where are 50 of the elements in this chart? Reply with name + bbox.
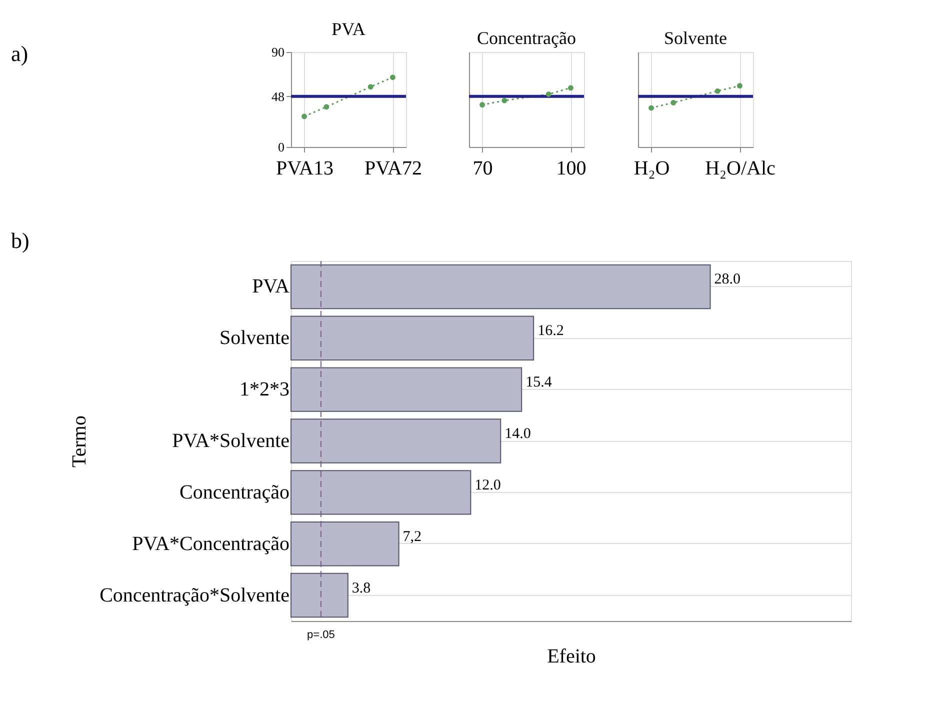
data-label: 16.2 <box>538 323 564 340</box>
y-tick-label: 48 <box>272 88 284 104</box>
point <box>546 91 552 97</box>
x-tick-label: 70 <box>472 158 493 180</box>
point <box>324 104 330 110</box>
text: a) <box>11 41 28 66</box>
point <box>714 88 720 94</box>
y-tick-label: PVA*Concentração <box>132 532 290 555</box>
y-tick-label: Concentração <box>180 481 290 504</box>
y-tick-label: PVA*Solvente <box>172 430 290 452</box>
point <box>568 85 574 91</box>
point <box>670 100 676 106</box>
point <box>390 74 396 80</box>
point <box>648 105 654 111</box>
bar <box>290 470 472 515</box>
data-label: 12.0 <box>474 477 501 494</box>
x-axis-title: Efeito <box>547 646 596 668</box>
y-tick-label: PVA <box>252 276 290 298</box>
chart-title: PVA <box>332 19 366 39</box>
data-label: 28.0 <box>714 272 740 288</box>
y-axis-title: Termo <box>68 416 91 468</box>
data-label: 14.0 <box>504 426 531 442</box>
y-tick-label: Concentração*Solvente <box>100 584 290 606</box>
point <box>302 114 308 120</box>
bar <box>290 572 348 618</box>
text: b) <box>11 228 30 253</box>
point <box>502 98 508 104</box>
data-label: 15.4 <box>526 374 552 391</box>
ref-line-label: p=.05 <box>307 629 335 641</box>
bar <box>290 367 522 412</box>
x-tick-label: 100 <box>556 158 586 180</box>
data-label: 7,2 <box>402 528 422 545</box>
point <box>736 83 742 89</box>
x-tick-label: H₂O/Alc <box>705 158 776 180</box>
y-tick-label: 90 <box>272 44 284 60</box>
y-tick-label: Solvente <box>220 327 290 350</box>
chart-title: Solvente <box>664 28 727 48</box>
x-tick-label: PVA13 <box>276 158 334 180</box>
data-label: 3.8 <box>352 580 371 596</box>
bar <box>290 418 502 464</box>
bar <box>290 522 400 566</box>
y-tick-label: 0 <box>278 140 284 154</box>
point <box>480 102 486 108</box>
point <box>368 84 374 90</box>
x-tick-label: PVA72 <box>364 158 422 180</box>
chart-title: Concentração <box>477 28 576 48</box>
bar <box>290 264 711 310</box>
bar <box>290 316 534 360</box>
y-tick-label: 1*2*3 <box>240 378 290 401</box>
x-tick-label: H₂O <box>634 158 670 180</box>
